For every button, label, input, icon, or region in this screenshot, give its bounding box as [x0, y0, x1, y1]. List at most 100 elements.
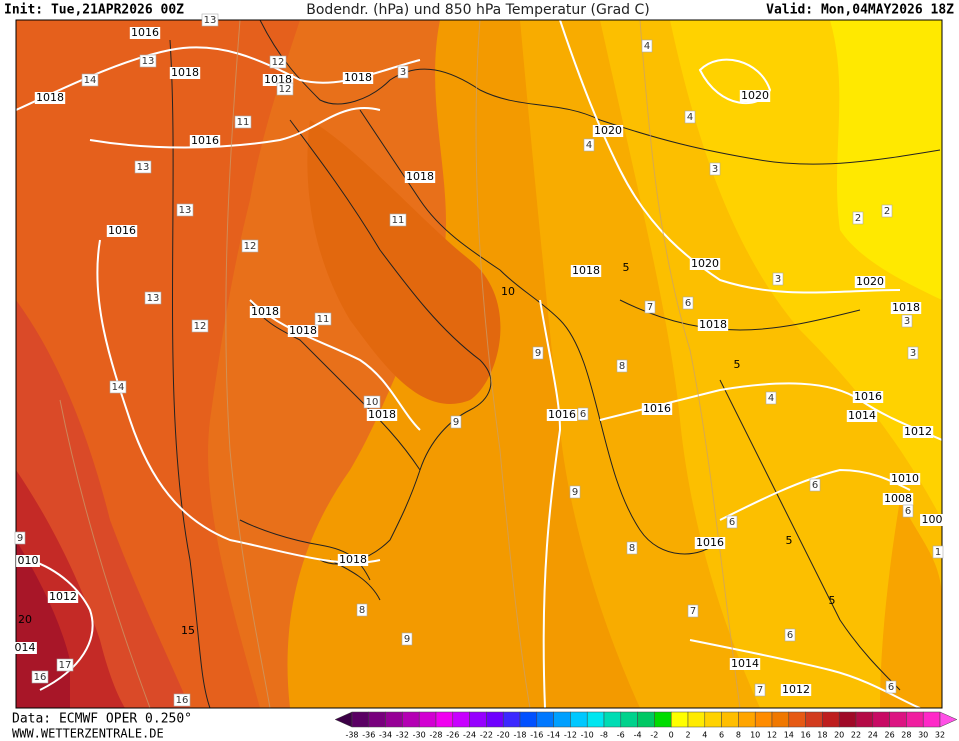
temperature-label: 4 — [768, 393, 774, 404]
legend-tick-label: 12 — [767, 731, 777, 740]
valid-time: Valid: Mon,04MAY2026 18Z — [766, 3, 954, 18]
isobar-label: 1014 — [731, 657, 759, 670]
legend-swatch — [704, 711, 722, 728]
legend-tick-label: 26 — [885, 731, 895, 740]
temperature-label-box — [684, 110, 696, 124]
isobar-label: 1016 — [131, 26, 159, 39]
temperature-label-box — [907, 346, 919, 360]
legend-tick-label: -6 — [617, 731, 625, 740]
temperature-label-box — [641, 39, 653, 53]
isobar-label: 1010 — [891, 472, 919, 485]
isobar-label-box — [689, 258, 721, 270]
isobar-label: 5 — [786, 534, 793, 547]
legend-swatch — [738, 711, 756, 728]
legend-swatch — [519, 711, 538, 728]
temperature-label: 4 — [586, 140, 592, 151]
legend-swatch — [536, 711, 554, 728]
temperature-label: 13 — [137, 162, 150, 173]
legend-tick-label: 24 — [868, 731, 878, 740]
temperature-label-box — [397, 65, 409, 79]
isobar-label: 1016 — [191, 134, 219, 147]
isobar-label: 1014 — [848, 409, 876, 422]
isobar-label: 1016 — [108, 224, 136, 237]
legend-swatch — [906, 711, 924, 728]
temperature-label: 2 — [884, 206, 890, 217]
isobar-label-box — [890, 302, 922, 314]
temperature-label: 11 — [392, 215, 405, 226]
temperature-label: 7 — [690, 606, 696, 617]
legend-tick-label: 6 — [719, 731, 724, 740]
isobar-label: 20 — [18, 613, 32, 626]
temperature-label-box — [784, 628, 796, 642]
isobar-label-box — [889, 473, 921, 485]
legend-tick-label: -36 — [362, 731, 375, 740]
legend-swatch — [452, 711, 470, 728]
temperature-label: 13 — [142, 56, 155, 67]
temperature-label: 9 — [535, 348, 541, 359]
legend-swatch — [418, 711, 437, 728]
legend-tick-label: -18 — [513, 731, 526, 740]
temperature-label: 7 — [647, 302, 653, 313]
temperature-label: 13 — [179, 205, 192, 216]
isobar-label-box — [546, 409, 578, 421]
isobar-label-box — [697, 319, 729, 331]
isobar-label: 1018 — [339, 553, 367, 566]
legend-swatch — [586, 711, 605, 728]
legend-swatch — [805, 711, 823, 728]
temperature-label: 6 — [729, 517, 735, 528]
temperature-label: 8 — [629, 543, 635, 554]
legend-swatch — [486, 711, 504, 728]
legend-tick-label: 16 — [801, 731, 811, 740]
temperature-label: 13 — [147, 293, 160, 304]
temperature-label: 8 — [619, 361, 625, 372]
temperature-label-box — [682, 296, 694, 310]
legend-swatch — [435, 711, 454, 728]
legend-swatch — [351, 711, 370, 728]
isobar-label-box — [739, 90, 771, 102]
temperature-label: 12 — [279, 84, 292, 95]
isobar-label-box — [13, 642, 37, 654]
temperature-label: 3 — [712, 164, 718, 175]
legend-swatch — [502, 711, 521, 728]
isobar-label: 1018 — [892, 301, 920, 314]
legend-tick-label: 10 — [750, 731, 760, 740]
temperature-label-box — [81, 73, 99, 87]
legend-tick-label: -16 — [530, 731, 543, 740]
legend-arrow-left — [334, 711, 353, 728]
temperature-label-box — [401, 632, 413, 646]
temperature-label: 8 — [359, 605, 365, 616]
temperature-label: 10 — [366, 397, 379, 408]
legend-tick-label: 32 — [935, 731, 945, 740]
temperature-label: 13 — [204, 15, 217, 26]
data-source: Data: ECMWF OPER 0.250° — [12, 712, 192, 727]
legend-tick-label: 4 — [702, 731, 707, 740]
temperature-label-box — [902, 504, 914, 518]
isobar-label-box — [694, 537, 726, 549]
map-frame — [15, 19, 943, 709]
legend-tick-label: -32 — [396, 731, 409, 740]
isobar-label-box — [404, 171, 436, 183]
isobar-label: 1016 — [548, 408, 576, 421]
legend-tick-label: -34 — [379, 731, 392, 740]
isobar-label: 1020 — [856, 275, 884, 288]
legend-tick-label: 30 — [918, 731, 928, 740]
temperature-label: 6 — [905, 506, 911, 517]
isobar-label: 1018 — [289, 324, 317, 337]
isobar-label: 1018 — [36, 91, 64, 104]
isobar-label: 1018 — [171, 66, 199, 79]
temperature-label-box — [314, 312, 332, 326]
legend-swatch — [570, 711, 588, 728]
temperature-label-box — [14, 531, 26, 545]
temperature-label-box — [139, 54, 157, 68]
legend-swatch — [469, 711, 487, 728]
isobar-label-box — [920, 514, 944, 526]
temperature-label-box — [809, 478, 821, 492]
temperature-label: 9 — [572, 487, 578, 498]
temperature-label: 6 — [888, 682, 894, 693]
temperature-label-box — [109, 380, 127, 394]
legend-swatch — [889, 711, 907, 728]
temperature-label-box — [726, 515, 738, 529]
legend-swatch — [603, 711, 622, 728]
isobar-label-box — [342, 72, 374, 84]
